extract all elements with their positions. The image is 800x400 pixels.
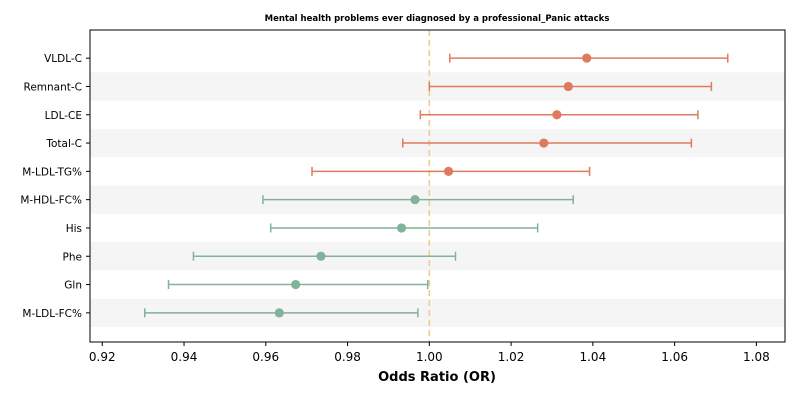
- x-tick-label: 1.08: [743, 350, 770, 364]
- ci-marker-M-LDL-FC%: [144, 308, 419, 318]
- or-point: [316, 251, 326, 261]
- ci-marker-M-LDL-TG%: [311, 166, 591, 176]
- x-tick-label: 0.94: [171, 350, 198, 364]
- or-point: [443, 166, 454, 176]
- ci-marker-Gln: [167, 279, 429, 290]
- or-point: [563, 81, 573, 92]
- x-tick-label: 0.92: [89, 350, 116, 364]
- plot-frame: [89, 29, 786, 343]
- x-tick-label: 0.96: [252, 350, 279, 364]
- or-point: [410, 195, 420, 205]
- ci-marker-VLDL-C: [449, 53, 729, 63]
- ci-marker-Phe: [192, 251, 457, 261]
- ci-marker-Total-C: [402, 138, 693, 148]
- or-point: [274, 308, 284, 318]
- category-label: Gln: [64, 280, 82, 292]
- x-tick-label: 1.04: [579, 350, 606, 364]
- ci-marker-LDL-CE: [419, 110, 699, 120]
- category-label: LDL-CE: [45, 110, 82, 122]
- category-label: M-HDL-FC%: [20, 195, 82, 207]
- or-point: [582, 53, 592, 63]
- x-tick-label: 0.98: [334, 350, 361, 364]
- chart-title: Mental health problems ever diagnosed by…: [265, 14, 610, 24]
- x-axis-label: Odds Ratio (OR): [378, 370, 496, 385]
- ci-marker-His: [269, 223, 539, 233]
- data-markers: [144, 53, 729, 318]
- x-axis-ticks: 0.92 0.94 0.96 0.98 1.00 1.02 1.04 1.06 1.08: [89, 342, 770, 364]
- or-point: [396, 223, 407, 233]
- category-label: M-LDL-TG%: [22, 166, 82, 178]
- or-point: [291, 279, 301, 290]
- y-axis-ticks: VLDL-C Remnant-C LDL-CE Total-C M-LDL-TG% M-H…: [20, 53, 90, 320]
- category-label: Total-C: [45, 138, 82, 150]
- ci-marker-Remnant-C: [428, 81, 713, 92]
- or-point: [539, 138, 549, 148]
- or-point: [552, 110, 562, 120]
- category-label: Remnant-C: [24, 81, 83, 93]
- category-label: M-LDL-FC%: [22, 308, 82, 320]
- category-label: His: [66, 223, 82, 235]
- ci-marker-M-HDL-FC%: [262, 195, 574, 205]
- x-tick-label: 1.02: [498, 350, 525, 364]
- category-label: Phe: [63, 251, 82, 263]
- x-tick-label: 1.06: [661, 350, 688, 364]
- category-label: VLDL-C: [44, 53, 82, 65]
- x-tick-label: 1.00: [416, 350, 443, 364]
